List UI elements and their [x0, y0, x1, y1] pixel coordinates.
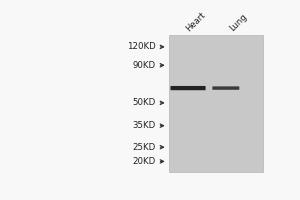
Text: Heart: Heart [184, 10, 207, 33]
FancyBboxPatch shape [169, 35, 263, 172]
Text: 20KD: 20KD [133, 157, 156, 166]
FancyBboxPatch shape [170, 86, 206, 90]
Text: 25KD: 25KD [133, 143, 156, 152]
Text: 35KD: 35KD [133, 121, 156, 130]
Text: 50KD: 50KD [133, 98, 156, 107]
Text: Lung: Lung [228, 12, 249, 33]
Text: 120KD: 120KD [127, 42, 156, 51]
Text: 90KD: 90KD [133, 61, 156, 70]
FancyBboxPatch shape [212, 86, 239, 90]
